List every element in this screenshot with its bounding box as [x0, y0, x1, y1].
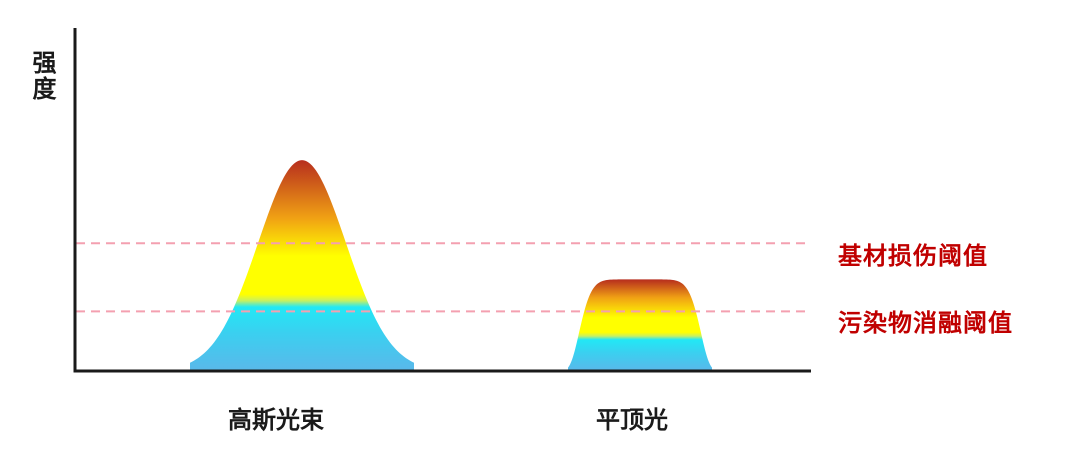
gaussian-beam-label: 高斯光束 [228, 406, 324, 434]
contaminant-ablation-threshold-label: 污染物消融阈值 [838, 309, 1013, 337]
y-axis-label: 强度 [28, 50, 56, 102]
gaussian-beam-profile [190, 160, 414, 371]
flat-top-beam-profile [568, 279, 712, 371]
flat-top-beam-label: 平顶光 [596, 406, 668, 434]
substrate-damage-threshold-label: 基材损伤阈值 [838, 242, 988, 270]
